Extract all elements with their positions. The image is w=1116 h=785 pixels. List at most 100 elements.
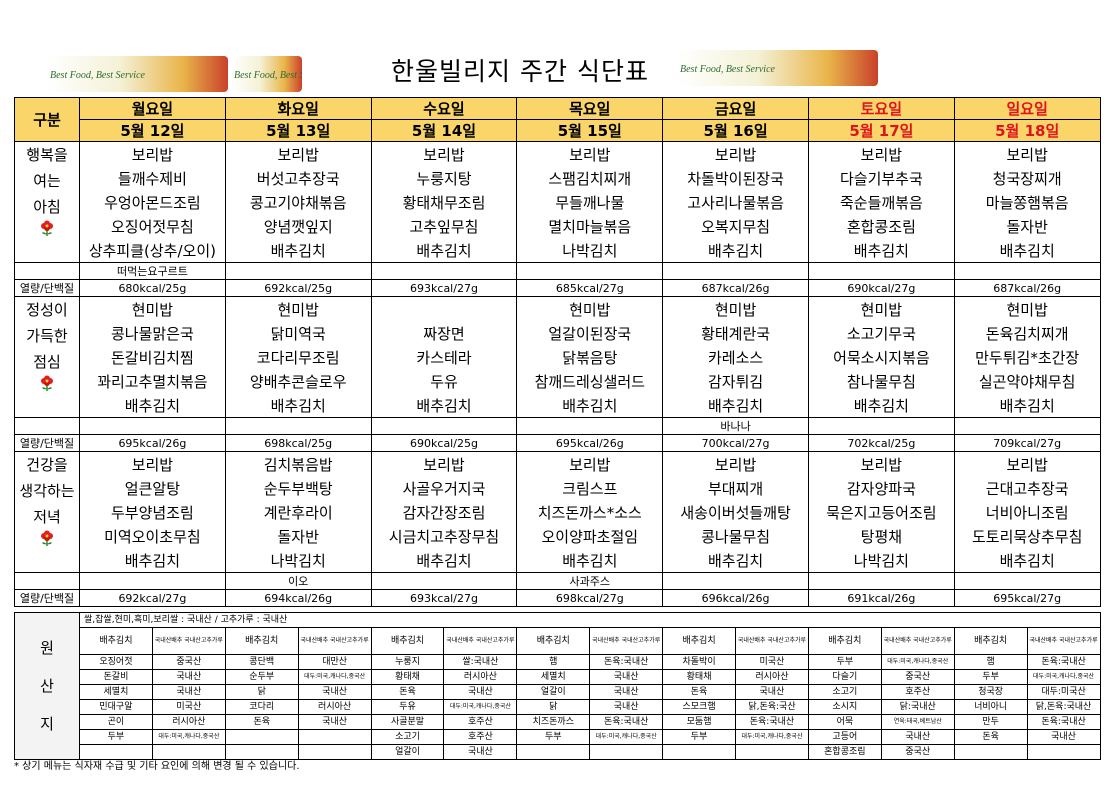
menu-item: 짜장면 [370,321,518,345]
origin-item: 얼갈이 [370,744,445,760]
empty-cell [953,744,1028,760]
origin-row: 두부 대두:미국,캐나다,중국산 소고기 호주산 두부 대두:미국,캐나다,중국산 두부 대두… [15,729,1101,745]
date-header: 5월 15일 [516,119,664,142]
origin-country: 돈육:국내산 [589,714,664,730]
date-header: 5월 14일 [370,119,518,142]
menu-item: 배추김치 [662,393,809,418]
menu-item: 크림스프 [516,476,664,500]
kcal-value: 693kcal/27g [370,589,518,607]
origin-country: 돈육:국내산 [1026,714,1101,730]
menu-item: 보리밥 [79,451,226,476]
origin-country: 국내산 [443,744,518,760]
kcal-value: 685kcal/27g [516,279,664,297]
menu-item: 다슬기부추국 [807,166,955,190]
menu-item: 배추김치 [662,238,809,263]
origin-country: 국내산 [443,684,518,700]
kcal-value: 698kcal/27g [516,589,664,607]
origin-country: 돈육:국내산 [1026,654,1101,670]
day-row: 구분 월요일 화요일 수요일 목요일 금요일 토요일 일요일 [14,97,1101,142]
kcal-label: 열량/단백질 [14,434,80,452]
origin-item: 소시지 [807,699,882,715]
menu-item: 배추김치 [79,393,226,418]
empty-cell [370,262,518,280]
origin-label-text: 지 [40,715,54,733]
empty-cell [662,744,737,760]
origin-country: 국내산 [589,684,664,700]
menu-item: 배추김치 [370,548,518,573]
menu-item: 양배추콘슬로우 [224,369,372,393]
menu-item: 김치볶음밥 [224,451,372,476]
origin-country: 국내산배추 국내산고추가루 [880,627,955,655]
menu-item: 양념깻잎지 [224,214,372,238]
kcal-value: 690kcal/25g [370,434,518,452]
kcal-value: 687kcal/26g [953,279,1101,297]
menu-row: 들깨수제비 버섯고추장국 누룽지탕 스팸김치찌개 차돌박이된장국 다슬기부추국 청국장찌개 [15,166,1101,190]
empty-cell [79,417,226,435]
origin-item: 너비아니 [953,699,1028,715]
origin-country: 닭:국내산 [880,699,955,715]
menu-item: 현미밥 [79,296,226,321]
menu-item: 순두부백탕 [224,476,372,500]
menu-item: 멸치마늘볶음 [516,214,664,238]
menu-item: 스팸김치찌개 [516,166,664,190]
day-header: 화요일 [224,97,372,120]
menu-row: 행복을 여는 아침 보리밥 보리밥 보리밥 보리밥 보리밥 보리밥 보리밥 [14,141,1101,263]
origin-item: 두부 [79,729,153,745]
empty-cell [79,572,226,590]
menu-item: 차돌박이된장국 [662,166,809,190]
extra-item: 바나나 [662,417,809,435]
menu-row: 두부양념조림 계란후라이 감자간장조림 치즈돈까스*소스 새송이버섯들깨탕 묵은지고등어조… [15,500,1101,524]
menu-item: 닭볶음탕 [516,345,664,369]
origin-body: 원 산 지 쌀,찹쌀,현미,흑미,보리쌀 : 국내산 / 고추가루 : 국내산 배추김치… [14,612,1101,760]
empty-cell [224,729,299,745]
origin-item: 콩단백 [224,654,299,670]
menu-item: 배추김치 [370,238,518,263]
empty-cell [589,744,664,760]
menu-item: 참나물무침 [807,369,955,393]
menu-item: 도토리묵상추무침 [953,524,1101,548]
menu-item: 얼갈이된장국 [516,321,664,345]
origin-country: 미국산 [735,654,809,670]
menu-item: 배추김치 [953,238,1101,263]
menu-item: 사골우거지국 [370,476,518,500]
extra-item: 이오 [224,572,372,590]
origin-table: 원 산 지 쌀,찹쌀,현미,흑미,보리쌀 : 국내산 / 고추가루 : 국내산 배추김치… [14,612,1101,760]
origin-country: 대만산 [297,654,372,670]
origin-country: 국내산배추 국내산고추가루 [151,627,226,655]
menu-item: 감자간장조림 [370,500,518,524]
menu-body: 구분 월요일 화요일 수요일 목요일 금요일 토요일 일요일 5월 12일 5월 13일 5월 14… [14,97,1101,607]
origin-country: 국내산 [297,714,372,730]
empty-cell [953,572,1101,590]
menu-item: 무들깨나물 [516,190,664,214]
menu-item: 배추김치 [953,548,1101,573]
menu-row: 오징어젓무침 양념깻잎지 고추잎무침 멸치마늘볶음 오복지무침 혼합콩조림 돌자반 [15,214,1101,238]
menu-item: 계란후라이 [224,500,372,524]
origin-row: 돈갈비 국내산 순두부 대두:미국,캐나다,중국산 황태채 러시아산 세멸치 국내산 황태채 러시… [15,669,1101,685]
empty-cell [516,744,591,760]
origin-country: 대두:미국,캐나다,중국산 [443,699,518,715]
origin-item: 배추김치 [807,627,882,655]
flower-icon [41,530,53,546]
menu-item: 콩고기야채볶음 [224,190,372,214]
menu-item: 오복지무침 [662,214,809,238]
origin-item: 사골분말 [370,714,445,730]
date-header: 5월 16일 [662,119,809,142]
empty-cell [662,262,809,280]
empty-cell [735,744,809,760]
menu-item: 보리밥 [370,141,518,166]
origin-item: 고등어 [807,729,882,745]
meal-label: 정성이 가득한 점심 [14,296,80,418]
menu-row: 정성이 가득한 점심 현미밥 현미밥 현미밥 현미밥 현미밥 현미밥 [14,296,1101,418]
origin-item: 세멸치 [79,684,153,700]
menu-item: 보리밥 [224,141,372,166]
menu-row: 건강을 생각하는 저녁 보리밥 김치볶음밥 보리밥 보리밥 보리밥 보리밥 보리밥 [14,451,1101,573]
kcal-value: 709kcal/27g [953,434,1101,452]
origin-label-text: 산 [40,677,54,695]
menu-item: 오이양파초절임 [516,524,664,548]
menu-item: 소고기무국 [807,321,955,345]
origin-item: 순두부 [224,669,299,685]
origin-row: 민대구알 미국산 코다리 러시아산 두유 대두:미국,캐나다,중국산 닭 국내산 스모크햄 닭,돈… [15,699,1101,715]
origin-country: 국내산배추 국내산고추가루 [589,627,664,655]
menu-row: 우엉아몬드조림 콩고기야채볶음 황태채무조림 무들깨나물 고사리나물볶음 죽순들깨볶음 마늘… [15,190,1101,214]
